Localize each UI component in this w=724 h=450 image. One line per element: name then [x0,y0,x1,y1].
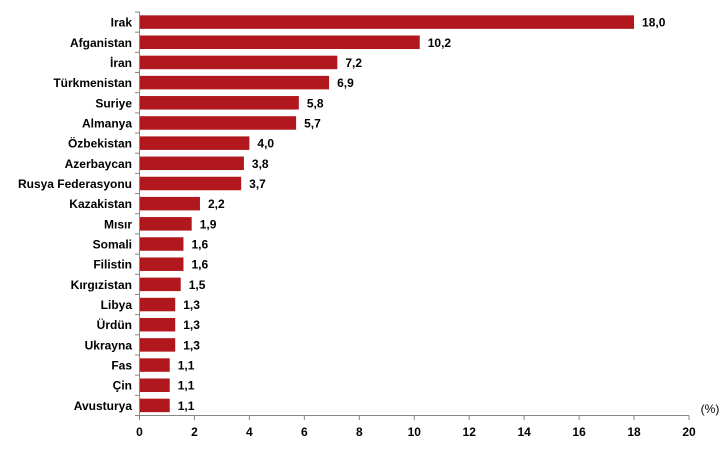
category-label: Afganistan [70,36,132,50]
bar [139,75,330,90]
y-axis-ticks [135,11,140,416]
value-label: 3,8 [252,157,269,171]
bar [139,136,250,150]
category-label: Irak [111,16,133,30]
x-tick-label: 8 [356,425,363,439]
category-label: Kırgızistan [71,278,132,292]
bar [139,217,192,231]
category-label: Mısır [104,217,132,231]
category-label: Çin [113,379,132,393]
x-tick-label: 4 [246,425,253,439]
x-tick-label: 10 [408,425,422,439]
bar [139,35,420,50]
value-label: 10,2 [428,36,452,50]
x-tick-label: 16 [572,425,586,439]
value-label: 18,0 [642,16,666,30]
value-label: 1,3 [183,298,200,312]
bar [139,378,170,392]
category-label: İran [110,55,132,70]
category-label: Ukrayna [85,338,133,352]
category-label: Azerbaycan [65,157,132,171]
value-label: 1,3 [183,338,200,352]
x-axis-ticks: 0 2 4 6 8 10 12 14 16 18 20 [136,415,696,439]
value-label: 1,5 [189,278,206,292]
value-label: 1,3 [183,318,200,332]
bar [139,96,299,110]
value-labels: 18,0 10,2 7,2 6,9 5,8 5,7 4,0 3,8 3,7 2,2 1,9 1,6 1,… [178,16,666,413]
bar [139,176,242,191]
bars-group [139,15,635,413]
bar [139,338,176,352]
category-label: Avusturya [74,399,133,413]
bar [139,156,244,171]
value-label: 7,2 [345,56,362,70]
x-tick-label: 12 [463,425,477,439]
bar [139,317,176,332]
x-tick-label: 0 [136,425,143,439]
category-label: Filistin [93,258,132,272]
bar [139,257,184,271]
value-label: 4,0 [257,137,274,151]
value-label: 5,7 [304,116,321,130]
bar [139,196,200,211]
value-label: 6,9 [337,76,354,90]
category-label: Rusya Federasyonu [18,177,132,191]
x-tick-label: 18 [627,425,641,439]
value-label: 3,7 [249,177,266,191]
bar [139,116,297,130]
category-label: Türkmenistan [53,76,132,90]
bar [139,277,181,292]
bar [139,297,176,312]
category-label: Özbekistan [68,136,132,151]
value-label: 2,2 [208,197,225,211]
bar [139,15,635,29]
value-label: 1,6 [191,238,208,252]
x-tick-label: 6 [301,425,308,439]
bar [139,55,338,70]
value-label: 1,1 [178,399,195,413]
x-tick-label: 20 [682,425,696,439]
bar [139,237,184,251]
category-labels: Irak Afganistan İran Türkmenistan Suriye Alma… [18,16,132,413]
bar [139,358,170,372]
category-label: Libya [101,298,133,312]
category-label: Somali [93,238,132,252]
category-label: Kazakistan [69,197,132,211]
bar [139,398,170,413]
category-label: Fas [111,359,132,373]
x-axis-unit-label: (%) [701,402,720,416]
value-label: 1,1 [178,379,195,393]
value-label: 1,1 [178,359,195,373]
value-label: 5,8 [307,96,324,110]
category-label: Suriye [95,96,132,110]
category-label: Ürdün [97,317,132,332]
x-tick-label: 14 [517,425,531,439]
category-label: Almanya [82,116,132,130]
value-label: 1,6 [191,258,208,272]
x-tick-label: 2 [191,425,198,439]
value-label: 1,9 [200,217,217,231]
